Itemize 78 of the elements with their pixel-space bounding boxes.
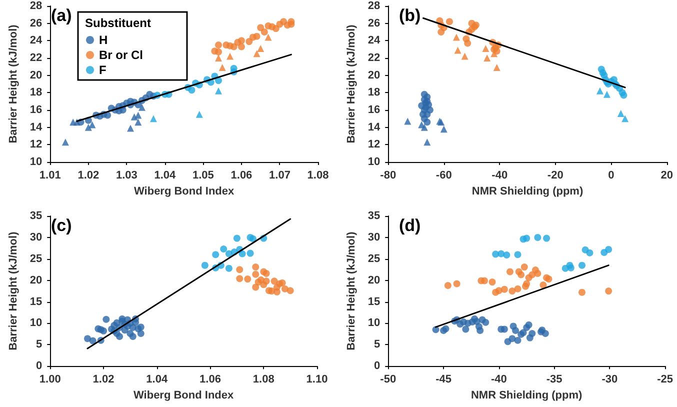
x-tick-label: -30 <box>602 374 618 386</box>
x-tick-label: 0 <box>608 170 614 182</box>
x-tick-label: -40 <box>490 374 507 386</box>
chart-title: (c) <box>51 216 72 235</box>
y-tick-label: 24 <box>30 34 44 47</box>
y-tick-label: 35 <box>368 210 380 222</box>
x-tick-label: 1.00 <box>39 374 61 386</box>
y-tick-label: 28 <box>30 0 42 12</box>
x-axis-title: NMR Shielding (ppm) <box>470 390 583 402</box>
y-axis-title: Barrier Height (kJ/mol) <box>346 24 358 144</box>
y-tick-label: 22 <box>30 52 42 64</box>
x-tick-label: 1.03 <box>116 170 138 182</box>
legend-label: Br or Cl <box>99 48 144 62</box>
y-tick-label: 18 <box>368 86 380 99</box>
x-tick-label: -60 <box>436 170 452 182</box>
x-tick-label: 1.08 <box>252 374 274 386</box>
chart-title: (b) <box>399 6 421 25</box>
x-tick-label: 1.02 <box>78 170 100 182</box>
y-tick-label: 18 <box>30 86 42 99</box>
legend-label: H <box>99 33 108 47</box>
y-tick-label: 5 <box>36 338 42 351</box>
y-tick-label: 12 <box>368 138 380 151</box>
x-axis-title: NMR Shielding (ppm) <box>472 185 584 198</box>
y-tick-label: 30 <box>30 231 42 244</box>
x-tick-label: -40 <box>492 170 508 182</box>
y-tick-label: 26 <box>30 17 42 30</box>
y-tick-label: 15 <box>30 296 42 308</box>
x-tick-label: -20 <box>547 170 564 182</box>
x-axis-title: Wiberg Bond Index <box>134 390 235 402</box>
y-tick-label: 20 <box>30 274 42 286</box>
x-tick-label: 1.08 <box>307 170 329 182</box>
y-tick-label: 20 <box>368 69 380 82</box>
y-axis-title: Barrier Height (kJ/mol) <box>8 24 20 144</box>
y-tick-label: 10 <box>30 317 42 330</box>
y-tick-label: 24 <box>368 34 382 47</box>
x-tick-label: 1.04 <box>154 170 177 182</box>
x-axis-title: Wiberg Bond Index <box>134 185 236 198</box>
y-tick-label: 0 <box>374 360 380 372</box>
x-tick-label: 1.05 <box>192 170 214 182</box>
chart-title: (a) <box>51 6 72 25</box>
chart-title: (d) <box>399 216 421 235</box>
y-tick-label: 5 <box>374 338 380 351</box>
legend-title: Substituent <box>85 16 151 30</box>
y-tick-label: 22 <box>368 52 380 64</box>
x-tick-label: 1.06 <box>230 170 252 182</box>
y-tick-label: 10 <box>30 156 42 168</box>
x-tick-label: 1.01 <box>39 170 61 182</box>
x-tick-label: 1.02 <box>92 374 114 386</box>
y-tick-label: 15 <box>368 296 380 308</box>
x-tick-label: 1.04 <box>146 374 168 386</box>
y-axis-title: Barrier Height (kJ/mol) <box>8 231 20 350</box>
y-tick-label: 25 <box>368 252 380 265</box>
x-tick-label: -50 <box>380 374 396 386</box>
y-tick-label: 12 <box>30 138 42 151</box>
x-tick-label: -80 <box>380 170 396 182</box>
x-tick-label: 1.07 <box>269 170 290 182</box>
x-tick-label: 1.06 <box>200 374 221 386</box>
y-tick-label: 20 <box>30 69 42 82</box>
x-tick-label: -45 <box>436 374 452 386</box>
y-tick-label: 16 <box>30 104 42 116</box>
x-tick-label: -35 <box>546 374 562 386</box>
y-tick-label: 14 <box>368 121 382 134</box>
y-tick-label: 25 <box>30 252 42 265</box>
y-tick-label: 20 <box>368 274 380 286</box>
y-tick-label: 35 <box>30 210 42 222</box>
x-tick-label: 1.10 <box>306 374 328 386</box>
y-tick-label: 28 <box>368 0 380 12</box>
y-tick-label: 0 <box>36 360 42 372</box>
y-axis-title: Barrier Height (kJ/mol) <box>346 231 358 350</box>
y-tick-label: 26 <box>368 17 380 30</box>
y-tick-label: 10 <box>368 317 380 330</box>
x-tick-label: 20 <box>660 170 674 182</box>
y-tick-label: 30 <box>368 231 380 244</box>
x-tick-label: -25 <box>657 374 674 386</box>
y-tick-label: 16 <box>368 104 380 116</box>
y-tick-label: 10 <box>368 156 380 168</box>
y-tick-label: 14 <box>30 121 44 134</box>
legend-label: F <box>99 63 106 77</box>
